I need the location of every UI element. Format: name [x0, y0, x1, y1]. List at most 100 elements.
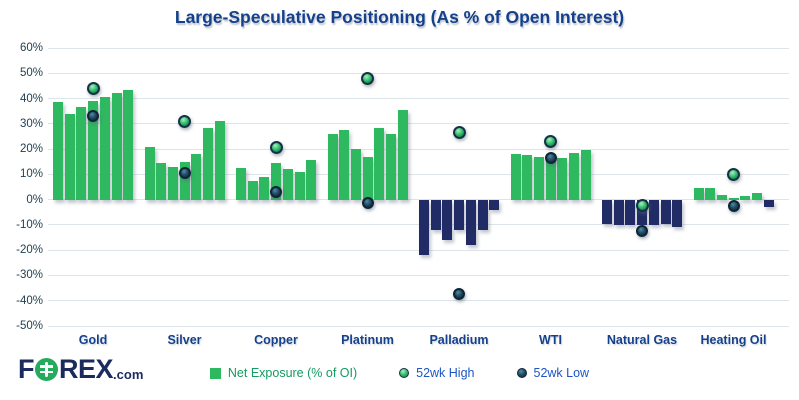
net-exposure-bar: [191, 154, 202, 200]
logo-letter-f: F: [18, 354, 35, 384]
legend-label: Net Exposure (% of OI): [227, 366, 358, 380]
logo-domain-suffix: .com: [113, 367, 144, 382]
plot-area: [48, 47, 789, 327]
logo-letters-rex: REX: [59, 354, 114, 384]
net-exposure-bar: [111, 93, 122, 200]
legend-label: 52wk High: [416, 366, 475, 380]
bar-group-wti: [510, 48, 591, 326]
net-exposure-bar: [705, 188, 716, 200]
52wk-low-marker: [270, 186, 282, 199]
bar-group-platinum: [327, 48, 408, 326]
52wk-low-marker: [453, 288, 465, 301]
net-exposure-bar: [557, 157, 568, 200]
net-exposure-bar: [203, 127, 213, 200]
net-exposure-bar: [533, 156, 544, 200]
gridline: [48, 199, 789, 201]
52wk-low-marker: [544, 151, 557, 164]
bar-group-natural-gas: [602, 48, 683, 326]
net-exposure-bar: [306, 160, 317, 200]
legend: Net Exposure (% of OI) 52wk High 52wk Low: [0, 366, 799, 380]
net-exposure-bar: [602, 199, 612, 224]
net-exposure-bar: [625, 199, 636, 225]
net-exposure-bar: [740, 195, 751, 200]
net-exposure-bar: [648, 199, 659, 225]
net-exposure-bar: [613, 199, 624, 225]
y-axis-tick-label: 20%: [19, 143, 43, 156]
net-exposure-bar: [259, 176, 270, 200]
net-exposure-bar: [156, 162, 167, 200]
y-axis-tick-label: 50%: [19, 67, 43, 80]
gridline: [48, 148, 789, 150]
category-label: Gold: [78, 333, 108, 347]
net-exposure-bar: [672, 199, 683, 228]
net-exposure-bar: [693, 188, 704, 200]
net-exposure-bar: [716, 194, 727, 200]
52wk-high-marker: [86, 81, 100, 95]
legend-item: Net Exposure (% of OI): [209, 366, 358, 380]
52wk-low-marker: [178, 167, 191, 180]
net-exposure-bar: [123, 89, 134, 200]
net-exposure-bar: [569, 152, 579, 200]
category-label: Silver: [167, 333, 202, 347]
legend-label: 52wk Low: [533, 366, 590, 380]
net-exposure-bar: [294, 171, 305, 200]
net-exposure-bar: [88, 101, 99, 200]
net-exposure-bar: [580, 150, 591, 200]
logo-plug-glyph-icon: [40, 362, 53, 377]
52wk-high-marker: [269, 141, 283, 155]
net-exposure-bar: [76, 107, 87, 200]
gridline: [48, 47, 789, 49]
category-label: Palladium: [429, 333, 489, 347]
category-label: Natural Gas: [606, 333, 678, 347]
net-exposure-bar: [339, 130, 350, 200]
category-label: Heating Oil: [700, 333, 767, 347]
chart-title: Large-Speculative Positioning (As % of O…: [174, 7, 625, 27]
y-axis-tick-label: 40%: [19, 92, 43, 105]
gridline: [48, 224, 789, 226]
net-exposure-bar: [362, 156, 373, 200]
gridline: [48, 325, 789, 327]
net-exposure-bar: [179, 161, 190, 200]
gridline: [48, 98, 789, 100]
legend-item: 52wk High: [399, 366, 475, 380]
net-exposure-bar: [247, 180, 258, 200]
net-exposure-bar: [465, 199, 476, 246]
legend-item: 52wk Low: [516, 366, 590, 380]
net-exposure-bar: [728, 198, 739, 200]
y-axis-tick-label: 10%: [19, 168, 43, 181]
net-exposure-bar: [522, 155, 533, 200]
y-axis-tick-label: -40%: [16, 294, 43, 307]
y-axis-tick-label: 0%: [26, 193, 43, 206]
net-exposure-bar: [454, 199, 465, 230]
category-label: WTI: [539, 333, 562, 347]
net-exposure-bar: [167, 166, 178, 200]
net-exposure-bar: [327, 133, 338, 200]
52wk-high-marker: [178, 114, 191, 128]
net-exposure-bar: [350, 149, 361, 200]
y-axis-tick-label: 60%: [19, 42, 43, 54]
net-exposure-bar: [236, 168, 246, 200]
gridline: [48, 173, 789, 175]
gridline: [48, 274, 789, 276]
net-exposure-bar: [545, 156, 556, 200]
net-exposure-bar: [510, 154, 521, 200]
net-exposure-bar: [397, 109, 408, 200]
net-exposure-bar: [752, 193, 762, 200]
forex-logo: F REX .com: [18, 354, 143, 385]
52wk-high-marker: [635, 199, 649, 213]
bar-group-silver: [144, 48, 225, 326]
net-exposure-swatch-icon: [209, 367, 221, 379]
net-exposure-bar: [144, 146, 155, 200]
net-exposure-bar: [442, 199, 453, 241]
52wk-low-marker: [361, 197, 374, 210]
52wk-low-marker: [727, 199, 740, 212]
52wk-low-marker: [636, 225, 648, 238]
y-axis-tick-label: -50%: [16, 320, 43, 332]
net-exposure-bar: [99, 97, 110, 200]
bar-group-copper: [236, 48, 317, 326]
y-axis-tick-label: -20%: [16, 244, 43, 257]
gridline: [48, 123, 789, 125]
net-exposure-bar: [64, 113, 75, 200]
net-exposure-bar: [660, 199, 671, 224]
bar-group-heating-oil: [693, 48, 774, 326]
